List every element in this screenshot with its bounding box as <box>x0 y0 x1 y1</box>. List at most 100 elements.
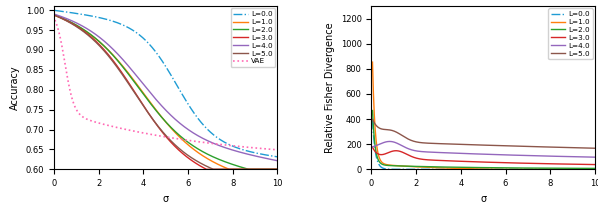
X-axis label: σ: σ <box>163 194 169 204</box>
L=0.0 <box>157 58 164 60</box>
L=0.0 <box>501 168 508 171</box>
L=0.0 <box>172 81 179 84</box>
L=2.0 <box>475 166 482 169</box>
L=2.0 <box>245 168 252 171</box>
L=1.0 <box>476 168 483 170</box>
Line: L=0.0: L=0.0 <box>373 121 595 169</box>
L=3.0 <box>269 168 276 171</box>
L=4.0 <box>475 153 482 155</box>
L=1.0 <box>157 114 164 117</box>
L=1.0 <box>369 61 376 63</box>
L=4.0 <box>157 103 164 106</box>
L=5.0 <box>475 144 482 146</box>
L=3.0 <box>476 161 483 163</box>
L=3.0 <box>475 161 482 163</box>
L=4.0 <box>369 146 376 148</box>
L=3.0 <box>51 14 59 16</box>
L=5.0 <box>586 147 593 149</box>
VAE <box>274 149 281 151</box>
L=2.0 <box>184 141 191 143</box>
L=4.0 <box>51 13 59 16</box>
VAE <box>157 135 164 137</box>
L=2.0 <box>586 167 593 170</box>
L=1.0 <box>552 168 559 171</box>
Line: L=5.0: L=5.0 <box>373 119 595 148</box>
L=1.0 <box>51 14 59 17</box>
Line: L=1.0: L=1.0 <box>55 16 277 169</box>
Y-axis label: Relative Fisher Divergence: Relative Fisher Divergence <box>325 22 335 153</box>
L=0.0 <box>475 168 482 171</box>
L=1.0 <box>502 168 509 171</box>
L=0.0 <box>476 168 483 171</box>
L=3.0 <box>489 161 496 164</box>
L=0.0 <box>489 168 496 171</box>
L=1.0 <box>234 168 242 171</box>
VAE <box>184 139 191 141</box>
Line: L=2.0: L=2.0 <box>55 15 277 169</box>
L=4.0 <box>587 156 594 158</box>
L=0.0 <box>274 156 281 158</box>
Line: L=0.0: L=0.0 <box>55 10 277 157</box>
L=2.0 <box>274 168 281 171</box>
Line: L=4.0: L=4.0 <box>55 14 277 161</box>
L=5.0 <box>269 168 276 171</box>
L=3.0 <box>369 146 376 149</box>
L=2.0 <box>591 167 598 170</box>
Legend: L=0.0, L=1.0, L=2.0, L=3.0, L=4.0, L=5.0: L=0.0, L=1.0, L=2.0, L=3.0, L=4.0, L=5.0 <box>548 8 593 59</box>
L=0.0 <box>586 168 593 171</box>
L=0.0 <box>51 9 59 12</box>
L=0.0 <box>158 59 166 62</box>
L=4.0 <box>234 150 241 153</box>
L=5.0 <box>157 128 164 131</box>
L=1.0 <box>587 168 594 171</box>
L=0.0 <box>369 119 376 122</box>
L=2.0 <box>234 165 241 167</box>
L=2.0 <box>158 116 166 119</box>
L=5.0 <box>158 130 166 132</box>
VAE <box>51 19 59 21</box>
VAE <box>269 148 276 151</box>
Line: VAE: VAE <box>55 20 277 150</box>
L=1.0 <box>158 116 166 119</box>
L=3.0 <box>591 163 598 166</box>
L=4.0 <box>158 105 166 107</box>
L=3.0 <box>586 163 593 166</box>
L=5.0 <box>476 144 483 146</box>
L=0.0 <box>551 168 559 171</box>
L=4.0 <box>490 153 497 156</box>
L=4.0 <box>477 153 484 155</box>
L=5.0 <box>489 144 496 147</box>
Line: L=4.0: L=4.0 <box>373 141 595 157</box>
L=2.0 <box>269 168 276 171</box>
L=2.0 <box>551 167 559 170</box>
L=1.0 <box>225 168 233 171</box>
L=2.0 <box>476 166 483 169</box>
L=4.0 <box>591 156 598 158</box>
L=5.0 <box>591 147 598 150</box>
Line: L=2.0: L=2.0 <box>373 111 595 168</box>
X-axis label: σ: σ <box>480 194 486 204</box>
L=3.0 <box>172 145 179 148</box>
Line: L=5.0: L=5.0 <box>55 15 277 169</box>
Line: L=3.0: L=3.0 <box>55 15 277 169</box>
L=1.0 <box>489 168 496 171</box>
L=4.0 <box>274 160 281 162</box>
L=5.0 <box>234 168 242 171</box>
L=5.0 <box>501 145 508 147</box>
L=5.0 <box>172 144 179 146</box>
L=1.0 <box>172 132 179 134</box>
L=2.0 <box>51 14 59 16</box>
L=4.0 <box>502 154 509 156</box>
L=1.0 <box>591 168 598 171</box>
L=0.0 <box>184 102 191 104</box>
L=5.0 <box>274 168 281 171</box>
VAE <box>234 145 241 147</box>
L=3.0 <box>157 129 164 131</box>
L=1.0 <box>495 168 502 171</box>
L=2.0 <box>157 115 164 117</box>
L=4.0 <box>269 159 276 161</box>
L=4.0 <box>172 118 179 121</box>
VAE <box>158 135 166 137</box>
Line: L=3.0: L=3.0 <box>373 147 595 165</box>
L=3.0 <box>158 131 166 133</box>
